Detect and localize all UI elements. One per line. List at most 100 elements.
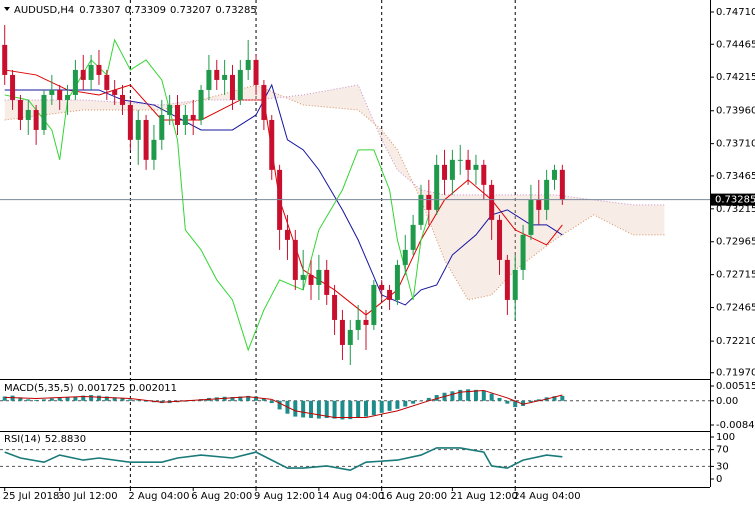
x-tick-label: 21 Aug 12:00 <box>450 491 517 502</box>
y-tick-label: 0.72965 <box>716 237 755 248</box>
histogram-bar <box>356 400 361 419</box>
histogram-bar <box>403 400 408 407</box>
candle-body <box>497 219 503 260</box>
histogram-bar <box>434 395 439 401</box>
rsi-value: 52.8830 <box>45 434 86 445</box>
histogram-bar <box>246 395 251 401</box>
histogram-bar <box>41 399 46 401</box>
candle-body <box>418 194 424 225</box>
symbol-title: AUDUSD,H4 <box>14 5 74 16</box>
candle-body <box>449 159 455 180</box>
histogram-bar <box>230 397 235 401</box>
candle-body <box>104 74 110 90</box>
candle-body <box>65 94 71 100</box>
histogram-bar <box>57 397 62 401</box>
histogram-bar <box>261 398 266 401</box>
candle-body <box>253 59 259 85</box>
candle-body <box>426 194 432 210</box>
candle-body <box>88 64 94 80</box>
candle-body <box>434 164 440 210</box>
candle-body <box>127 104 133 140</box>
candle-body <box>363 319 369 325</box>
candle-body <box>544 179 550 210</box>
y-tick-label: 0 <box>716 474 722 485</box>
histogram-bar <box>513 400 518 408</box>
candle-body <box>394 264 400 300</box>
symbol-menu-icon[interactable] <box>4 7 10 11</box>
histogram-bar <box>26 399 31 401</box>
current-price-box <box>711 193 755 206</box>
candle-body <box>10 74 16 100</box>
candle-body <box>489 184 495 220</box>
candle-body <box>300 274 306 280</box>
histogram-bar <box>536 399 541 401</box>
histogram-bar <box>473 389 478 401</box>
indicator-line <box>4 389 563 418</box>
x-tick-label: 2 Aug 04:00 <box>128 491 189 502</box>
histogram-bar <box>332 400 337 419</box>
histogram-bar <box>10 395 15 401</box>
histogram-bar <box>254 396 259 401</box>
y-tick-label: 0.74215 <box>716 72 755 83</box>
histogram-bar <box>73 396 78 401</box>
candle-body <box>33 109 39 130</box>
candle-body <box>112 89 118 95</box>
indicator-line <box>4 84 665 301</box>
rsi-header: RSI(14) 52.8830 <box>4 434 86 445</box>
candle-body <box>402 249 408 265</box>
plot-layer <box>0 0 710 487</box>
y-tick-label: 0.73215 <box>716 204 755 215</box>
candle-body <box>261 84 267 120</box>
y-tick-label: 0.74465 <box>716 39 755 50</box>
macd-title: MACD(5,35,5) <box>4 383 74 394</box>
histogram-bar <box>81 395 86 401</box>
candle-body <box>387 289 393 300</box>
current-price-label: 0.73285 <box>715 195 755 206</box>
histogram-bar <box>128 399 133 401</box>
candle-body <box>269 119 275 170</box>
candle-body <box>551 169 557 180</box>
y-tick-label: 0.72210 <box>716 336 755 347</box>
y-tick-label: 0.73710 <box>716 139 755 150</box>
histogram-bar <box>371 400 376 416</box>
histogram-bar <box>560 395 565 401</box>
candle-body <box>135 119 141 140</box>
candle-body <box>237 69 243 100</box>
histogram-bar <box>466 389 471 401</box>
candle-body <box>347 329 353 345</box>
y-tick-label: 0.72465 <box>716 303 755 314</box>
candle-body <box>245 59 251 70</box>
histogram-bar <box>136 400 141 401</box>
histogram-bar <box>387 400 392 411</box>
candle-body <box>457 159 463 161</box>
candle-body <box>159 114 165 140</box>
candle-body <box>175 104 180 125</box>
candle-body <box>222 74 228 80</box>
candle-body <box>512 269 518 300</box>
candle-body <box>182 114 188 125</box>
candle-body <box>72 69 78 95</box>
x-tick-label: 16 Aug 20:00 <box>380 491 447 502</box>
candle-body <box>2 44 8 75</box>
histogram-bar <box>340 400 345 420</box>
candle-body <box>80 69 86 80</box>
x-tick-label: 24 Aug 04:00 <box>513 491 580 502</box>
histogram-bar <box>552 396 557 401</box>
histogram-bar <box>301 400 306 418</box>
candle-body <box>473 164 479 170</box>
x-tick-label: 25 Jul 2018 <box>3 491 60 502</box>
histogram-bar <box>458 389 463 401</box>
histogram-bar <box>481 390 486 401</box>
candle-body <box>410 224 416 250</box>
candle-body <box>324 269 330 295</box>
candle-body <box>339 319 345 345</box>
histogram-bar <box>65 397 70 401</box>
histogram-bar <box>348 400 353 420</box>
candle-body <box>292 239 298 280</box>
candle-body <box>143 119 149 160</box>
candle-body <box>151 139 157 160</box>
candle-body <box>96 64 102 75</box>
histogram-bar <box>269 400 274 404</box>
histogram-bar <box>49 398 54 401</box>
